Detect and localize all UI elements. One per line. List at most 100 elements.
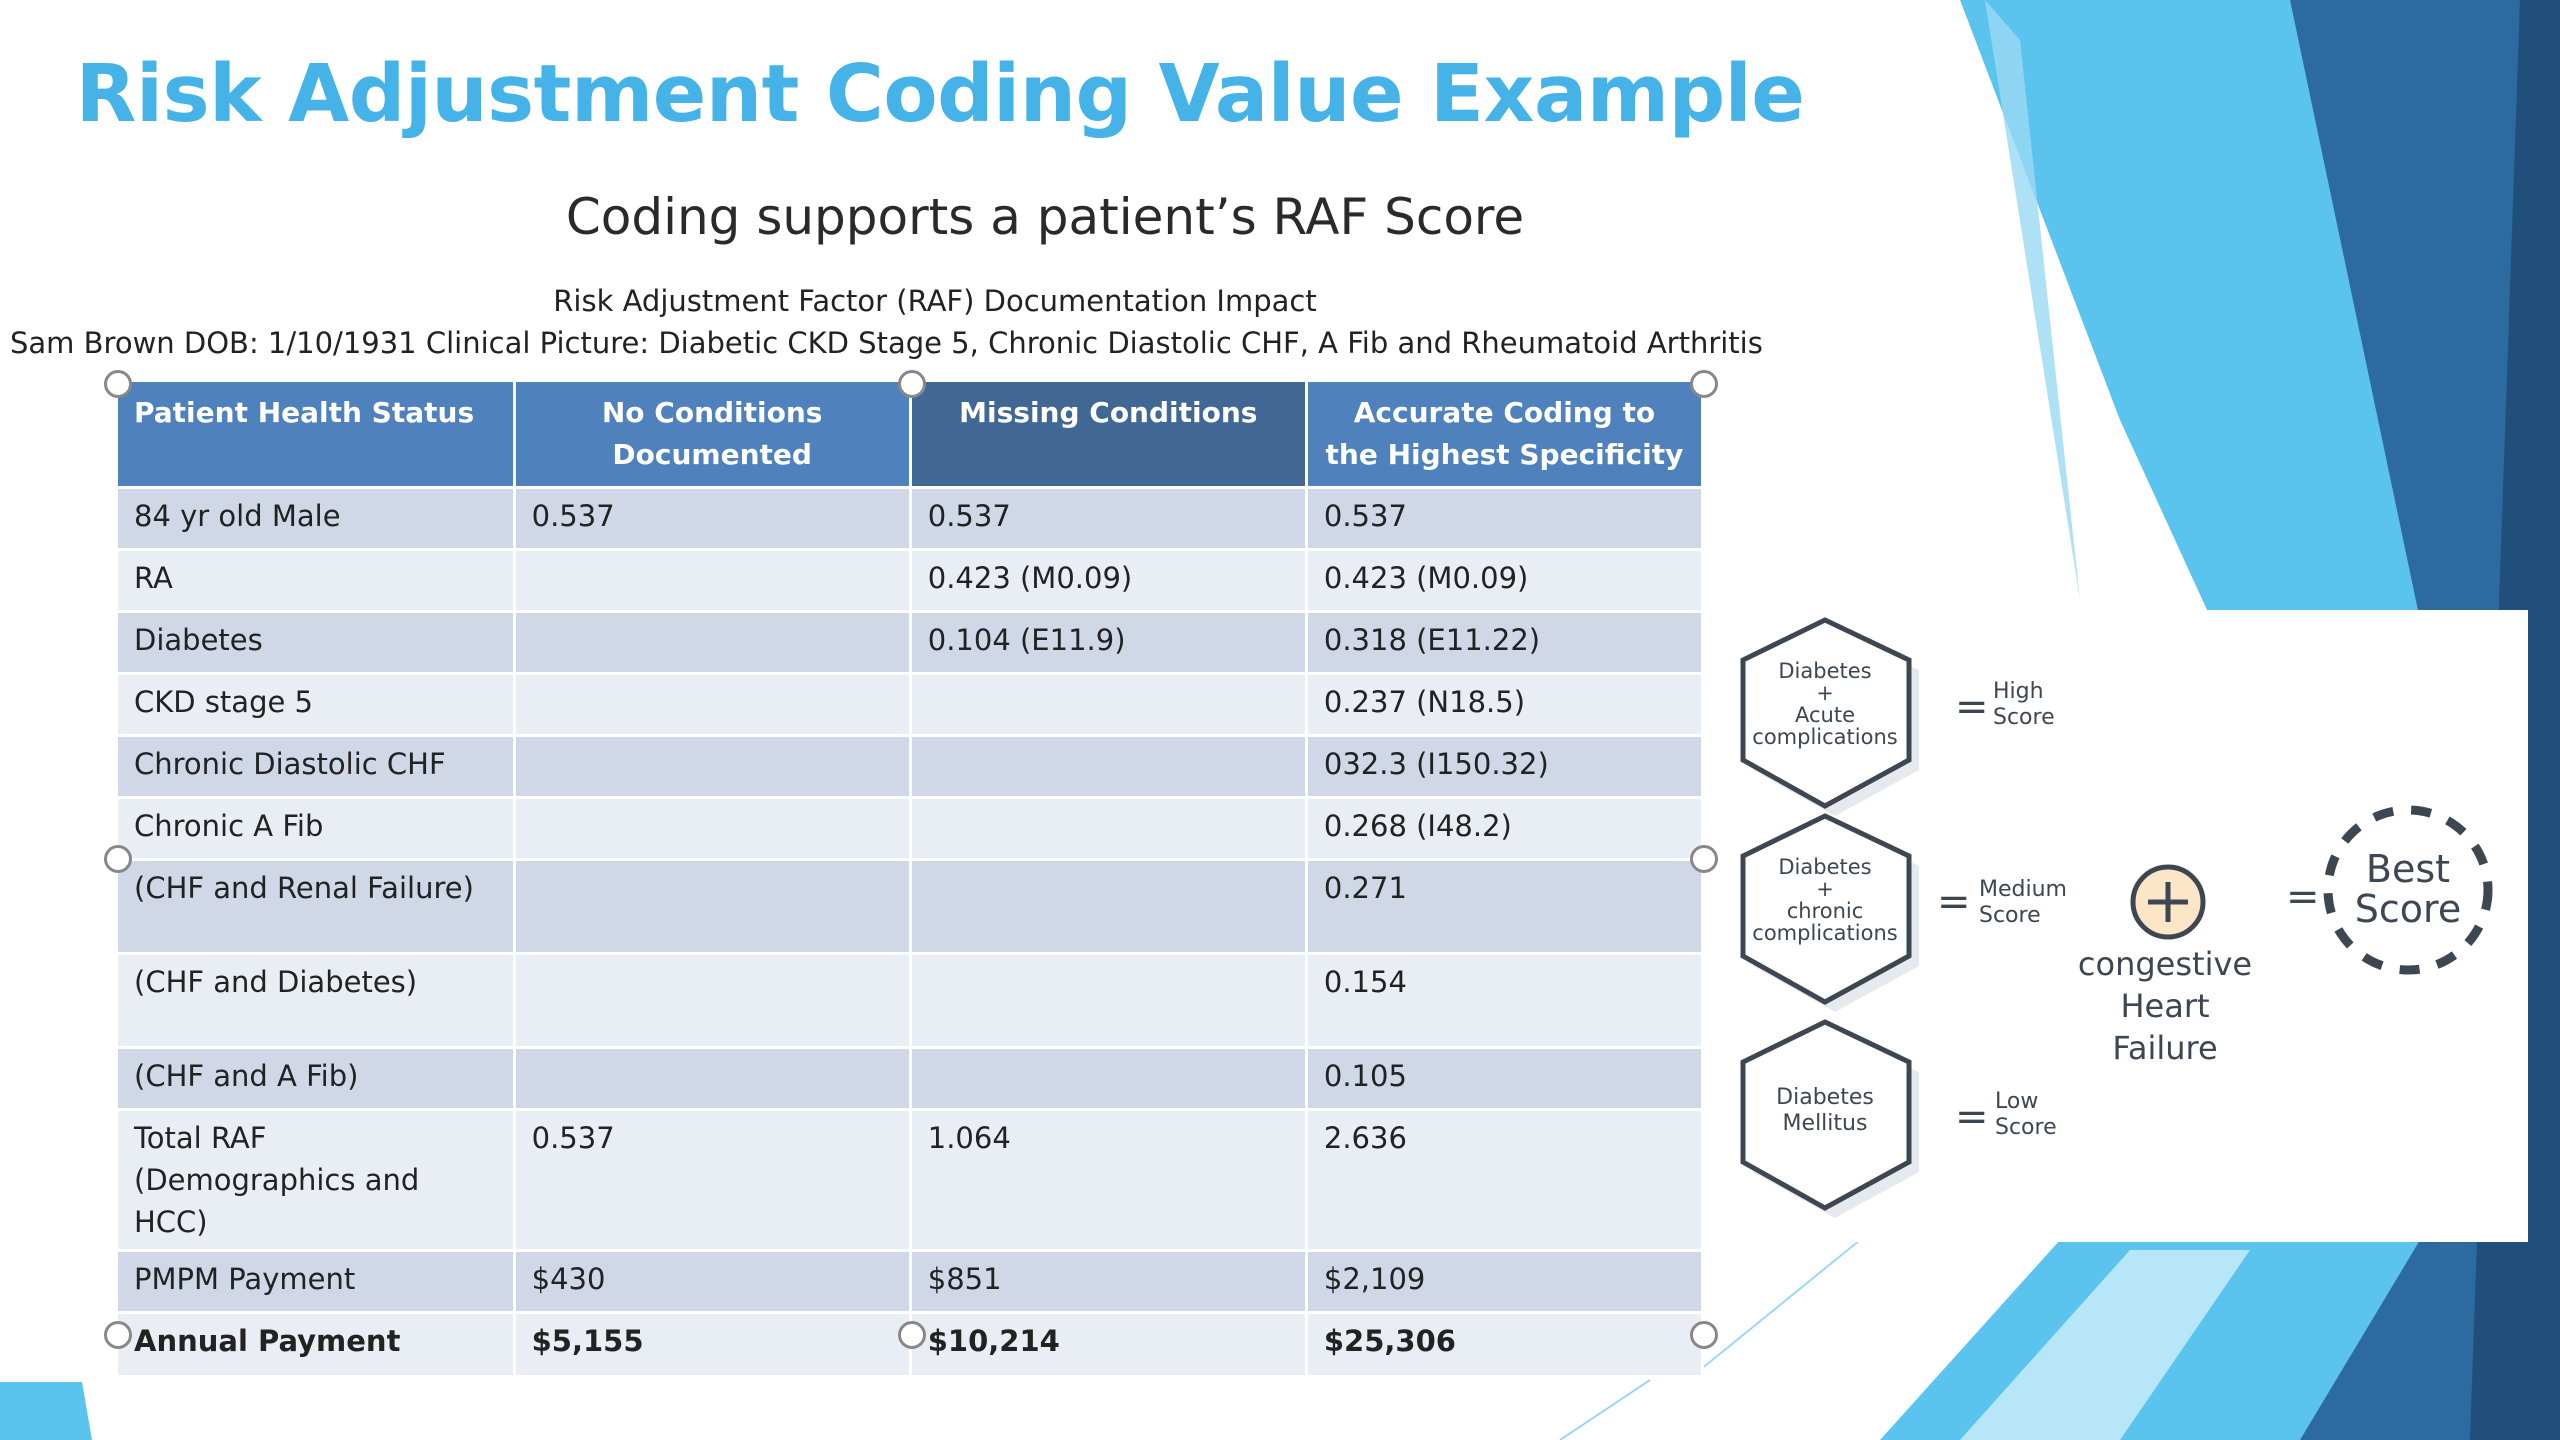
raf-table-frame[interactable]: Patient Health Status No Conditions Docu… — [118, 382, 1705, 1375]
table-cell: RA — [118, 548, 516, 612]
header-accurate-coding: Accurate Coding to the Highest Specifici… — [1306, 382, 1705, 488]
header-patient-health-status: Patient Health Status — [118, 382, 516, 488]
hex1-result-line-2: Score — [1993, 705, 2055, 730]
table-cell: 0.537 — [1306, 486, 1705, 550]
raf-table[interactable]: Patient Health Status No Conditions Docu… — [118, 382, 1705, 1375]
table-cell: $2,109 — [1306, 1249, 1705, 1313]
hex2-line-1: Diabetes — [1778, 855, 1871, 879]
table-cell: 0.237 (N18.5) — [1306, 672, 1705, 736]
resize-handle-middle-left[interactable] — [104, 845, 132, 873]
table-cell: $10,214 — [910, 1311, 1308, 1375]
table-row: Diabetes 0.104 (E11.9) 0.318 (E11.22) — [118, 610, 1705, 674]
table-cell: 0.537 — [514, 486, 912, 550]
table-cell — [514, 734, 912, 798]
table-cell — [514, 548, 912, 612]
table-cell — [514, 952, 912, 1048]
plus-caption-line-1: congestive — [2078, 945, 2252, 983]
table-cell: $5,155 — [514, 1311, 912, 1375]
table-cell: (CHF and Renal Failure) — [118, 858, 516, 954]
table-cell: 032.3 (I150.32) — [1306, 734, 1705, 798]
header-no-conditions: No Conditions Documented — [514, 382, 912, 488]
hex1-result-line-1: High — [1993, 679, 2044, 704]
table-cell: 0.423 (M0.09) — [910, 548, 1308, 612]
table-cell: 0.423 (M0.09) — [1306, 548, 1705, 612]
resize-handle-middle-right[interactable] — [1690, 845, 1718, 873]
hex3-line-2: Mellitus — [1783, 1111, 1868, 1136]
hex1-line-1: Diabetes — [1778, 659, 1871, 683]
table-cell — [910, 858, 1308, 954]
table-row: PMPM Payment $430 $851 $2,109 — [118, 1249, 1705, 1313]
equals-sign-1: = — [1955, 684, 1989, 730]
clinical-picture-caption: Sam Brown DOB: 1/10/1931 Clinical Pictur… — [10, 326, 1763, 360]
plus-caption-line-3: Failure — [2112, 1029, 2217, 1067]
table-cell — [910, 952, 1308, 1048]
table-cell: 0.268 (I48.2) — [1306, 796, 1705, 860]
table-row: Total RAF (Demographics and HCC) 0.537 1… — [118, 1108, 1705, 1251]
resize-handle-bottom-right[interactable] — [1690, 1321, 1718, 1349]
table-cell: $430 — [514, 1249, 912, 1313]
hex1-line-2: + — [1816, 681, 1834, 705]
table-cell: 0.271 — [1306, 858, 1705, 954]
table-cell: $851 — [910, 1249, 1308, 1313]
resize-handle-top-middle[interactable] — [898, 370, 926, 398]
table-cell: 0.537 — [514, 1108, 912, 1251]
resize-handle-top-right[interactable] — [1690, 370, 1718, 398]
table-row: CKD stage 5 0.237 (N18.5) — [118, 672, 1705, 736]
hex3-result-line-1: Low — [1995, 1089, 2038, 1114]
table-row: (CHF and Diabetes) 0.154 — [118, 952, 1705, 1048]
table-cell: Total RAF (Demographics and HCC) — [118, 1108, 516, 1251]
table-cell: 2.636 — [1306, 1108, 1705, 1251]
hex3-line-1: Diabetes — [1776, 1085, 1874, 1110]
table-cell: 0.537 — [910, 486, 1308, 550]
table-cell: Diabetes — [118, 610, 516, 674]
score-illustration[interactable]: Diabetes + Acute complications = High Sc… — [1733, 610, 2528, 1242]
table-cell: (CHF and Diabetes) — [118, 952, 516, 1048]
table-cell: 0.104 (E11.9) — [910, 610, 1308, 674]
table-row: (CHF and A Fib) 0.105 — [118, 1046, 1705, 1110]
table-cell — [514, 796, 912, 860]
table-row: RA 0.423 (M0.09) 0.423 (M0.09) — [118, 548, 1705, 612]
hexagon-acute-complications: Diabetes + Acute complications — [1740, 617, 1919, 816]
equals-sign-best: = — [2286, 874, 2320, 920]
hexagon-chronic-complications: Diabetes + chronic complications — [1740, 813, 1919, 1012]
best-score-line-2: Score — [2355, 887, 2461, 931]
table-cell: Annual Payment — [118, 1311, 516, 1375]
table-row: (CHF and Renal Failure) 0.271 — [118, 858, 1705, 954]
hex2-line-2: + — [1816, 877, 1834, 901]
table-cell — [514, 610, 912, 674]
hex2-result-line-2: Score — [1979, 903, 2041, 928]
slide-title: Risk Adjustment Coding Value Example — [75, 48, 1805, 140]
table-cell: 0.318 (E11.22) — [1306, 610, 1705, 674]
hex2-result-line-1: Medium — [1979, 877, 2067, 902]
header-missing-conditions: Missing Conditions — [910, 382, 1308, 488]
table-cell: $25,306 — [1306, 1311, 1705, 1375]
hex1-line-4: complications — [1752, 725, 1897, 749]
table-cell — [910, 796, 1308, 860]
resize-handle-bottom-left[interactable] — [104, 1321, 132, 1349]
plus-icon — [2130, 864, 2206, 940]
table-cell: CKD stage 5 — [118, 672, 516, 736]
hex3-result-line-2: Score — [1995, 1115, 2057, 1140]
table-caption: Risk Adjustment Factor (RAF) Documentati… — [553, 284, 1317, 318]
table-cell — [910, 672, 1308, 736]
best-score-badge: Best Score — [2323, 805, 2493, 975]
hex2-line-4: complications — [1752, 921, 1897, 945]
table-row: Chronic Diastolic CHF 032.3 (I150.32) — [118, 734, 1705, 798]
resize-handle-bottom-middle[interactable] — [898, 1321, 926, 1349]
resize-handle-top-left[interactable] — [104, 370, 132, 398]
table-cell: Chronic Diastolic CHF — [118, 734, 516, 798]
table-cell — [514, 1046, 912, 1110]
hex2-line-3: chronic — [1787, 899, 1864, 923]
hexagon-diabetes-mellitus: Diabetes Mellitus — [1740, 1019, 1919, 1218]
best-score-line-1: Best — [2366, 847, 2450, 891]
table-cell: 0.154 — [1306, 952, 1705, 1048]
equals-sign-2: = — [1937, 879, 1971, 925]
table-cell — [514, 858, 912, 954]
table-cell: (CHF and A Fib) — [118, 1046, 516, 1110]
plus-caption-line-2: Heart — [2120, 987, 2209, 1025]
table-row: Annual Payment $5,155 $10,214 $25,306 — [118, 1311, 1705, 1375]
table-cell — [910, 734, 1308, 798]
table-cell — [514, 672, 912, 736]
table-cell: Chronic A Fib — [118, 796, 516, 860]
table-cell — [910, 1046, 1308, 1110]
